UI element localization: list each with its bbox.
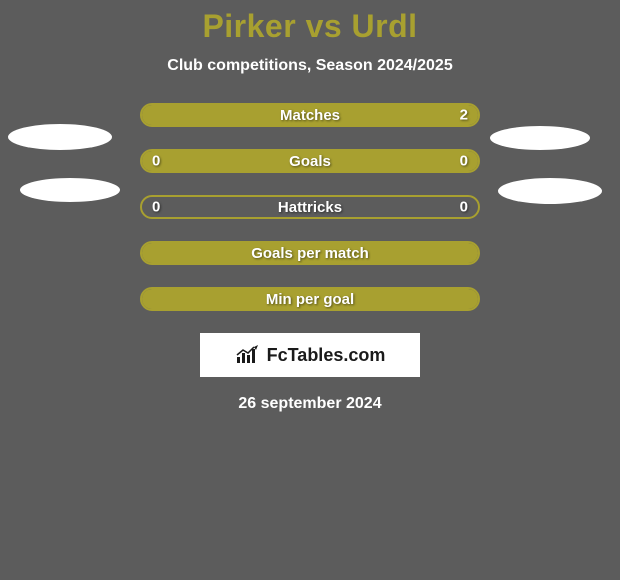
stat-value-left: 0 [152,153,160,170]
stat-row: Min per goal [140,287,480,311]
decorative-ellipse [490,126,590,150]
stat-label: Goals [289,153,331,170]
date-label: 26 september 2024 [0,395,620,413]
stat-label: Hattricks [278,199,342,216]
stat-row: Matches 2 [140,103,480,127]
brand-text: FcTables.com [267,345,386,366]
chart-icon [235,345,261,365]
stat-label: Goals per match [251,245,369,262]
stat-label: Matches [280,107,340,124]
stat-row: 0 Goals 0 [140,149,480,173]
stat-row: 0 Hattricks 0 [140,195,480,219]
decorative-ellipse [20,178,120,202]
comparison-widget: Pirker vs Urdl Club competitions, Season… [0,0,620,413]
stat-value-right: 2 [460,107,468,124]
stat-value-right: 0 [460,199,468,216]
subtitle: Club competitions, Season 2024/2025 [0,57,620,75]
decorative-ellipse [8,124,112,150]
stat-label: Min per goal [266,291,354,308]
stat-row: Goals per match [140,241,480,265]
brand-logo: FcTables.com [200,333,420,377]
stat-value-left: 0 [152,199,160,216]
stat-value-right: 0 [460,153,468,170]
page-title: Pirker vs Urdl [0,8,620,45]
decorative-ellipse [498,178,602,204]
